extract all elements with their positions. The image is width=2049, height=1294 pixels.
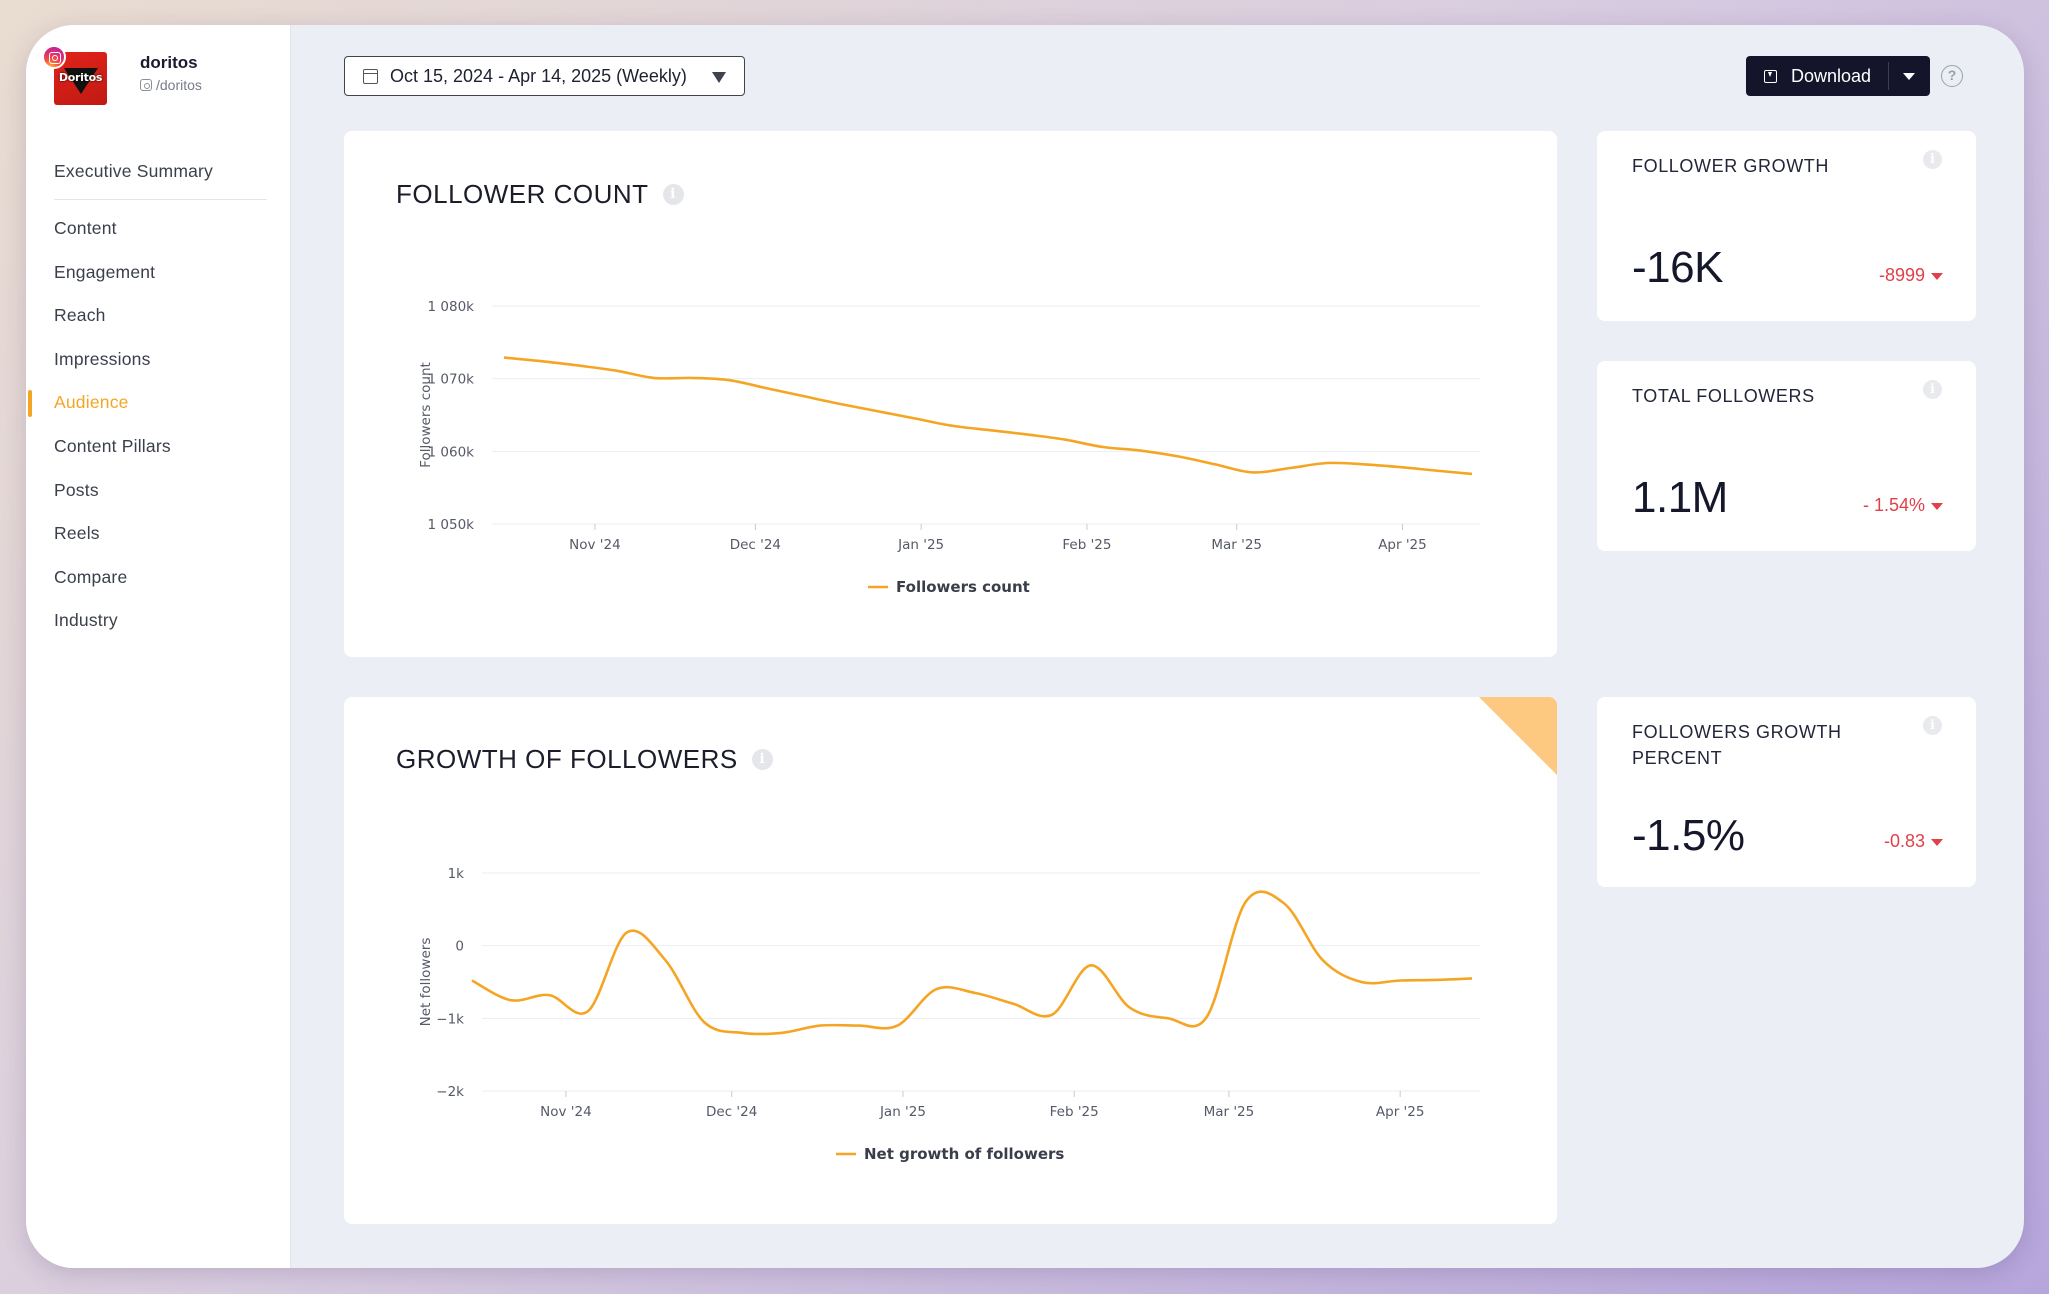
sidebar-item-content[interactable]: Content — [54, 218, 117, 238]
legend-label: Net growth of followers — [864, 1145, 1064, 1163]
growth-of-followers-title: GROWTH OF FOLLOWERS — [396, 744, 738, 774]
instagram-icon — [42, 45, 66, 69]
info-icon[interactable]: i — [1923, 380, 1942, 399]
date-range-label: Oct 15, 2024 - Apr 14, 2025 (Weekly) — [390, 65, 687, 86]
logo-wordmark: Doritos — [58, 71, 103, 84]
x-tick-label: Apr '25 — [1376, 1104, 1425, 1120]
info-icon[interactable]: i — [1923, 716, 1942, 735]
metric-delta-value: - 1.54% — [1862, 495, 1925, 515]
follower-count-title: FOLLOWER COUNT — [396, 179, 649, 209]
metric-value: -1.5% — [1632, 811, 1745, 860]
sidebar-nav: Executive Summary Content Engagement Rea… — [26, 150, 291, 643]
profile-handle-row: /doritos — [140, 77, 202, 93]
follower-count-chart: 1 050k 1 060k 1 070k 1 080k Nov '24 Dec '24 Ja… — [418, 299, 1480, 596]
info-icon[interactable]: i — [1923, 150, 1942, 169]
x-tick-label: Mar '25 — [1204, 1104, 1255, 1120]
metric-delta: -8999 — [1879, 265, 1943, 286]
y-tick-label: 1k — [448, 866, 465, 882]
help-icon[interactable]: ? — [1941, 65, 1963, 87]
sidebar-item-industry[interactable]: Industry — [54, 610, 118, 631]
x-tick-label: Apr '25 — [1378, 537, 1427, 553]
series-line — [503, 356, 1473, 476]
y-tick-label: 0 — [455, 939, 464, 955]
y-axis-label: Net followers — [418, 938, 434, 1027]
growth-of-followers-chart: −2k −1k 0 1k Nov '24 Dec '24 Jan '25 Feb '25 Mar… — [418, 866, 1480, 1163]
followers-growth-percent-card: FOLLOWERS GROWTH PERCENT i -1.5% -0.83 — [1597, 697, 1976, 887]
metric-title: TOTAL FOLLOWERS — [1632, 386, 1815, 406]
logo-triangle-icon — [64, 68, 98, 94]
metric-delta: - 1.54% — [1863, 495, 1943, 516]
profile-name: doritos — [140, 53, 198, 72]
download-label: Download — [1791, 65, 1872, 86]
sidebar: Doritos doritos /doritos Executive Summa… — [26, 25, 291, 1268]
profile-handle: /doritos — [156, 77, 202, 93]
sidebar-item-posts[interactable]: Posts — [54, 479, 99, 500]
x-tick-label: Nov '24 — [569, 537, 621, 553]
x-tick-label: Feb '25 — [1062, 537, 1111, 553]
download-icon — [1764, 69, 1777, 83]
x-tick-label: Dec '24 — [730, 537, 781, 553]
arrow-down-icon — [1931, 273, 1943, 280]
follower-count-card: FOLLOWER COUNT i 1 050k 1 060k 1 070k 1 080… — [344, 131, 1557, 657]
download-divider — [1888, 62, 1889, 90]
growth-of-followers-title-row: GROWTH OF FOLLOWERS i — [396, 744, 773, 775]
series-line — [471, 890, 1473, 1036]
sidebar-item-content-pillars[interactable]: Content Pillars — [54, 435, 171, 456]
caret-down-icon — [712, 72, 726, 83]
info-icon[interactable]: i — [662, 184, 684, 205]
metric-delta-value: -8999 — [1878, 265, 1925, 285]
instagram-small-icon — [140, 79, 152, 91]
x-tick-label: Mar '25 — [1211, 537, 1262, 553]
search-icon[interactable] — [344, 697, 370, 723]
follower-growth-card: FOLLOWER GROWTH i -16K -8999 — [1597, 131, 1976, 321]
metric-value: 1.1M — [1632, 473, 1728, 522]
calendar-icon — [363, 68, 378, 84]
sidebar-item-executive-summary[interactable]: Executive Summary — [26, 150, 291, 200]
y-axis-label: Followers count — [418, 362, 434, 468]
x-tick-label: Jan '25 — [897, 537, 944, 553]
sidebar-item-reels[interactable]: Reels — [54, 523, 100, 544]
y-tick-label: −2k — [436, 1084, 464, 1100]
growth-of-followers-card: GROWTH OF FOLLOWERS i −2k −1k 0 1k Nov '24 De… — [344, 697, 1557, 1224]
y-tick-label: 1 050k — [428, 517, 475, 533]
sidebar-item-impressions[interactable]: Impressions — [54, 348, 151, 369]
x-tick-label: Nov '24 — [540, 1104, 592, 1120]
sidebar-item-audience[interactable]: Audience — [26, 381, 291, 425]
total-followers-card: TOTAL FOLLOWERS i 1.1M - 1.54% — [1597, 361, 1976, 551]
metric-delta: -0.83 — [1884, 831, 1943, 852]
y-tick-label: 1 080k — [428, 299, 475, 315]
sidebar-item-engagement[interactable]: Engagement — [54, 261, 156, 282]
info-icon[interactable]: i — [751, 749, 773, 770]
doritos-logo: Doritos — [54, 52, 107, 105]
arrow-down-icon — [1931, 503, 1943, 510]
y-tick-label: −1k — [436, 1011, 464, 1027]
follower-count-title-row: FOLLOWER COUNT i — [396, 179, 684, 210]
download-button[interactable]: Download — [1746, 56, 1930, 96]
arrow-down-icon — [1931, 839, 1943, 846]
zoom-corner[interactable] — [1479, 697, 1557, 775]
profile-header[interactable]: Doritos doritos /doritos — [42, 45, 284, 107]
legend-label: Followers count — [896, 578, 1030, 596]
y-tick-label: 1 070k — [428, 372, 475, 388]
x-tick-label: Feb '25 — [1050, 1104, 1099, 1120]
metric-value: -16K — [1632, 243, 1723, 292]
sidebar-item-compare[interactable]: Compare — [54, 566, 128, 587]
metric-title: FOLLOWERS GROWTH PERCENT — [1632, 722, 1842, 768]
metric-delta-value: -0.83 — [1883, 831, 1925, 851]
x-tick-label: Jan '25 — [879, 1104, 926, 1120]
metric-title: FOLLOWER GROWTH — [1632, 156, 1829, 176]
x-tick-label: Dec '24 — [706, 1104, 757, 1120]
sidebar-item-reach[interactable]: Reach — [54, 305, 106, 326]
date-range-picker[interactable]: Oct 15, 2024 - Apr 14, 2025 (Weekly) — [344, 56, 745, 96]
download-options-caret-icon[interactable] — [1903, 73, 1915, 80]
y-tick-label: 1 060k — [428, 444, 475, 460]
app-window: Doritos doritos /doritos Executive Summa… — [26, 25, 2024, 1268]
